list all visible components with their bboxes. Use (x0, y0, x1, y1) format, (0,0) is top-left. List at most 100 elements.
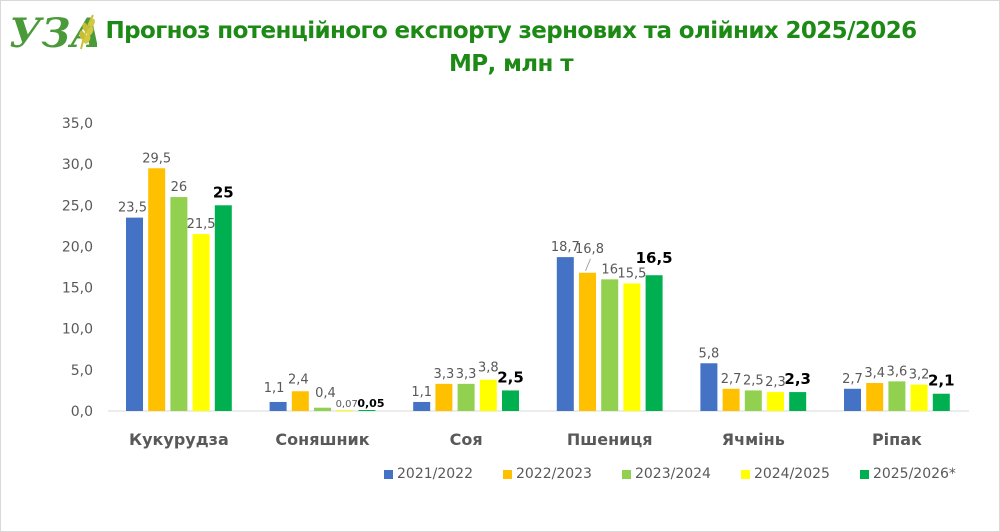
legend-label: 2022/2023 (515, 466, 592, 482)
data-label: 2,1 (928, 372, 955, 390)
y-tick-label: 20,0 (62, 239, 93, 255)
legend-swatch (384, 469, 393, 479)
leader-line (585, 258, 591, 271)
legend-label: 2021/2022 (397, 466, 473, 482)
data-label: 0,07 (336, 399, 358, 410)
data-label: 29,5 (142, 151, 171, 166)
bar-20232024-4 (744, 390, 762, 411)
bar-20222023-3 (579, 272, 596, 411)
bar-20242025-1 (336, 410, 354, 411)
data-label: 1,1 (411, 385, 432, 400)
legend: 2021/2022 2022/2023 2023/2024 2024/2025 2025… (384, 466, 956, 482)
legend-item: 2023/2024 (621, 466, 711, 482)
data-label: 0,05 (357, 397, 384, 410)
bar-20252026-5 (932, 393, 950, 411)
bar-20212022-5 (844, 388, 861, 411)
y-tick-label: 0,0 (71, 404, 93, 420)
data-label: 18,7 (551, 240, 580, 255)
bar-20222023-2 (435, 383, 453, 411)
data-label: 21,5 (187, 217, 216, 232)
bar-20222023-1 (291, 391, 309, 411)
legend-swatch (859, 469, 869, 479)
bar-20222023-4 (722, 388, 740, 411)
legend-item: 2022/2023 (502, 466, 592, 482)
bar-20212022-0 (126, 217, 143, 411)
data-label: 23,5 (118, 201, 147, 216)
bar-20232024-0 (170, 197, 188, 411)
category-label: Пшениця (567, 430, 653, 449)
title-line-2: МР, млн т (449, 51, 574, 77)
bar-20242025-5 (910, 384, 928, 411)
bar-20222023-5 (866, 383, 884, 411)
data-label: 3,4 (864, 366, 885, 381)
chart-title: Прогноз потенційного експорту зернових т… (61, 15, 961, 81)
bar-20242025-4 (767, 392, 784, 411)
legend-label: 2025/2026* (872, 466, 956, 482)
bar-20212022-3 (556, 257, 574, 411)
category-label: Соя (450, 430, 483, 449)
bar-20232024-1 (314, 407, 331, 411)
bar-20252026-2 (502, 390, 519, 411)
data-label: 5,8 (699, 346, 720, 361)
legend-item: 2021/2022 (384, 466, 473, 482)
category-label: Соняшник (275, 430, 369, 449)
bar-20232024-5 (888, 381, 906, 411)
bar-20242025-2 (479, 379, 497, 411)
y-tick-label: 35,0 (62, 116, 93, 132)
bar-20242025-0 (192, 234, 210, 411)
data-label: 3,3 (456, 367, 477, 382)
bar-20232024-2 (457, 383, 475, 411)
data-label: 2,4 (288, 372, 309, 387)
data-label: 3,8 (478, 361, 499, 376)
data-label: 3,3 (434, 367, 455, 382)
uza-logo: УЗА (9, 10, 97, 55)
data-label: 2,7 (842, 372, 863, 387)
x-axis-categories: Кукурудза Соняшник Соя Пшениця Ячмінь Ріпак (129, 430, 922, 449)
data-label: 25 (213, 183, 234, 201)
y-tick-label: 10,0 (62, 322, 93, 338)
bar-20232024-3 (601, 279, 619, 411)
y-tick-label: 25,0 (62, 198, 93, 214)
data-label: 16 (601, 262, 618, 277)
legend-swatch (740, 469, 750, 479)
data-label: 16,5 (636, 249, 673, 267)
data-label: 2,7 (721, 372, 742, 387)
legend-label: 2024/2025 (753, 466, 830, 482)
bar-20242025-3 (623, 283, 641, 411)
bar-20252026-4 (789, 392, 807, 411)
title-line-1: Прогноз потенційного експорту зернових т… (105, 18, 917, 44)
data-label: 15,5 (617, 266, 646, 281)
data-label: 2,3 (784, 370, 811, 388)
data-label: 3,6 (887, 364, 908, 379)
bar-20212022-1 (269, 401, 287, 411)
data-label: 1,1 (264, 381, 285, 396)
y-axis: 0,0 5,0 10,0 15,0 20,0 25,0 30,0 35,0 (62, 116, 93, 420)
y-tick-label: 5,0 (71, 363, 93, 379)
legend-item: 2025/2026* (859, 466, 956, 482)
category-label: Ячмінь (722, 430, 785, 449)
legend-swatch (502, 469, 512, 479)
data-label: 2,3 (765, 375, 786, 390)
data-label: 26 (171, 180, 188, 195)
category-label: Кукурудза (129, 430, 229, 449)
data-label: 0,4 (315, 386, 336, 401)
bar-20252026-1 (358, 410, 376, 411)
y-tick-label: 15,0 (62, 281, 93, 297)
bar-20212022-2 (413, 401, 431, 411)
data-label: 16,8 (575, 242, 604, 257)
wheat-icon (79, 14, 95, 50)
bar-20212022-4 (700, 363, 718, 411)
bars (126, 168, 950, 411)
legend-swatch (621, 469, 631, 479)
category-label: Ріпак (872, 430, 922, 449)
data-label: 2,5 (743, 373, 764, 388)
legend-item: 2024/2025 (740, 466, 830, 482)
y-tick-label: 30,0 (62, 157, 93, 173)
bar-20222023-0 (148, 168, 166, 411)
data-label: 2,5 (497, 368, 524, 386)
bar-20252026-0 (214, 205, 232, 411)
bar-20252026-3 (645, 275, 663, 411)
